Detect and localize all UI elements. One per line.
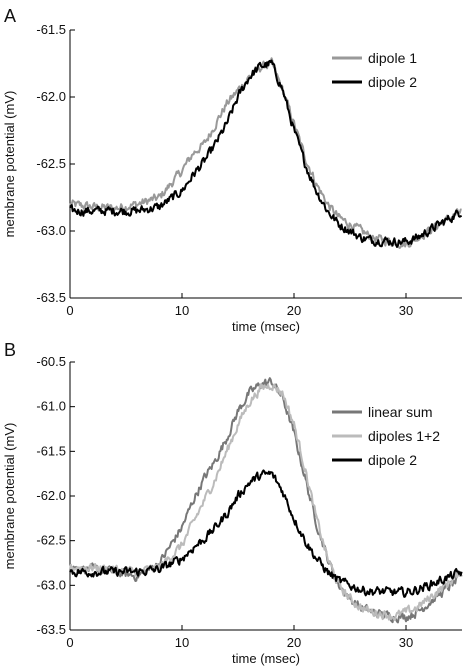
y-tick-label: -62.5 xyxy=(36,533,66,548)
x-tick-label: 10 xyxy=(175,303,189,318)
legend-label: dipoles 1+2 xyxy=(368,428,440,444)
legend-label: dipole 2 xyxy=(368,452,417,468)
legend-label: dipole 2 xyxy=(368,74,417,90)
y-tick-label: -62.0 xyxy=(36,488,66,503)
legend: dipole 1 dipole 2 xyxy=(332,50,417,90)
x-axis-label: time (msec) xyxy=(232,651,300,666)
y-tick-label: -63.5 xyxy=(36,622,66,637)
y-axis-label: membrane potential (mV) xyxy=(2,91,17,238)
legend: linear sum dipoles 1+2 dipole 2 xyxy=(332,404,440,468)
series-line-dipole-2 xyxy=(69,469,463,598)
series-line-dipole-2 xyxy=(69,59,463,248)
y-tick-label: -61.5 xyxy=(36,22,66,37)
x-axis-label: time (msec) xyxy=(232,319,300,334)
x-tick-label: 30 xyxy=(399,635,413,650)
x-tick-label: 20 xyxy=(287,635,301,650)
y-tick-label: -60.5 xyxy=(36,354,66,369)
panel-label: A xyxy=(4,6,16,26)
x-tick-label: 0 xyxy=(66,303,73,318)
x-tick-label: 0 xyxy=(66,635,73,650)
y-axis-label: membrane potential (mV) xyxy=(2,423,17,570)
x-tick-label: 10 xyxy=(175,635,189,650)
y-tick-label: -62.0 xyxy=(36,89,66,104)
y-tick-label: -63.0 xyxy=(36,577,66,592)
y-tick-label: -63.5 xyxy=(36,290,66,305)
legend-label: dipole 1 xyxy=(368,50,417,66)
panel-b: B -60.5 -61.0 -61.5 -62.0 -62.5 -63.0 -63.50 10 2… xyxy=(2,340,463,666)
panel-a: A -61.5 -62.0 -62.5 -63.0 -63.50 10 20 30 time (m… xyxy=(2,6,463,334)
x-tick-label: 30 xyxy=(399,303,413,318)
x-tick-label: 20 xyxy=(287,303,301,318)
y-tick-label: -61.0 xyxy=(36,399,66,414)
series-line-linear-sum xyxy=(69,377,463,624)
series-line-dipoles-1-2 xyxy=(69,383,463,621)
panel-label: B xyxy=(4,340,16,360)
y-tick-label: -61.5 xyxy=(36,443,66,458)
legend-label: linear sum xyxy=(368,404,433,420)
y-tick-label: -62.5 xyxy=(36,156,66,171)
y-tick-label: -63.0 xyxy=(36,223,66,238)
